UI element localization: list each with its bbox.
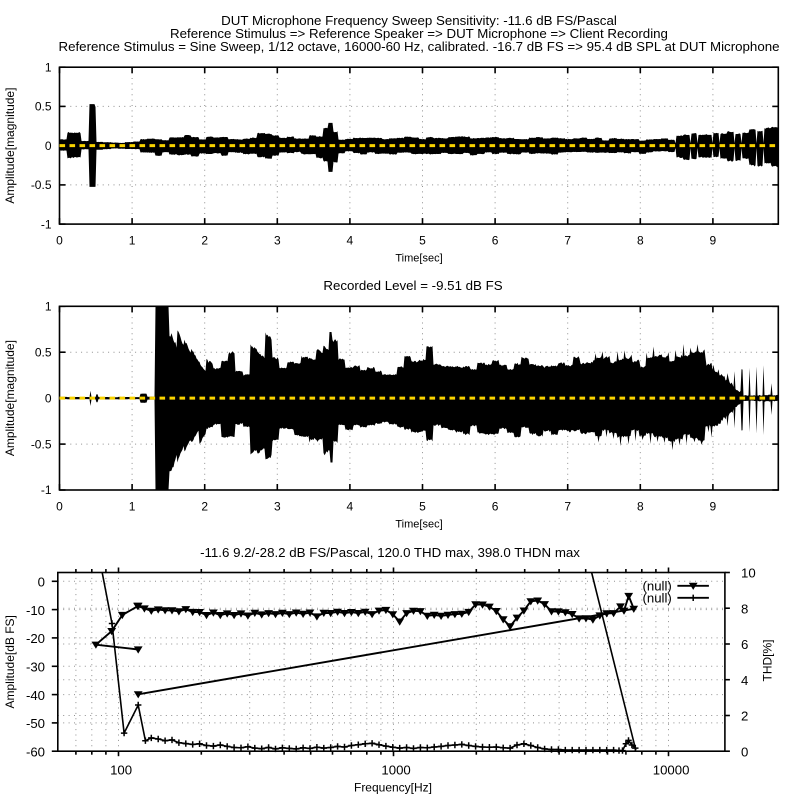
svg-text:Amplitude[magnitude]: Amplitude[magnitude] <box>3 340 17 456</box>
svg-text:5: 5 <box>419 234 426 248</box>
svg-text:DUT Microphone Frequency Sweep: DUT Microphone Frequency Sweep Sensitivi… <box>221 13 617 28</box>
svg-text:1000: 1000 <box>381 762 410 777</box>
svg-text:-40: -40 <box>26 688 45 703</box>
svg-text:Amplitude[magnitude]: Amplitude[magnitude] <box>3 88 17 204</box>
svg-text:-0.5: -0.5 <box>31 437 52 451</box>
svg-text:1: 1 <box>129 500 136 514</box>
svg-text:0.5: 0.5 <box>35 100 52 114</box>
svg-text:4: 4 <box>347 234 354 248</box>
svg-text:-0.5: -0.5 <box>31 178 52 192</box>
svg-text:0: 0 <box>45 391 52 405</box>
svg-text:Reference Stimulus => Referenc: Reference Stimulus => Reference Speaker … <box>170 26 668 41</box>
svg-text:7: 7 <box>564 500 571 514</box>
svg-text:Recorded Level = -9.51 dB FS: Recorded Level = -9.51 dB FS <box>323 278 502 293</box>
svg-text:0: 0 <box>45 139 52 153</box>
svg-text:-60: -60 <box>26 744 45 759</box>
svg-text:3: 3 <box>274 234 281 248</box>
svg-text:1: 1 <box>129 234 136 248</box>
svg-text:6: 6 <box>741 637 748 652</box>
svg-text:4: 4 <box>347 500 354 514</box>
svg-text:9: 9 <box>710 234 717 248</box>
svg-text:Amplitude[dB FS]: Amplitude[dB FS] <box>3 615 17 708</box>
svg-text:10000: 10000 <box>653 762 690 777</box>
svg-text:Time[sec]: Time[sec] <box>395 253 442 265</box>
svg-text:9: 9 <box>710 500 717 514</box>
svg-text:8: 8 <box>637 234 644 248</box>
svg-text:2: 2 <box>201 234 208 248</box>
svg-text:4: 4 <box>741 673 748 688</box>
svg-text:8: 8 <box>741 601 748 616</box>
svg-text:-10: -10 <box>26 603 45 618</box>
svg-text:Frequency[Hz]: Frequency[Hz] <box>354 781 432 795</box>
svg-text:0: 0 <box>56 234 63 248</box>
svg-text:-1: -1 <box>41 483 52 497</box>
svg-text:10: 10 <box>741 566 756 581</box>
svg-text:2: 2 <box>201 500 208 514</box>
svg-text:6: 6 <box>492 500 499 514</box>
svg-text:(null): (null) <box>642 578 671 593</box>
svg-text:0.5: 0.5 <box>35 345 52 359</box>
svg-text:6: 6 <box>492 234 499 248</box>
svg-text:(null): (null) <box>642 590 671 605</box>
svg-text:5: 5 <box>419 500 426 514</box>
svg-text:2: 2 <box>741 709 748 724</box>
svg-text:Time[sec]: Time[sec] <box>395 519 442 531</box>
svg-text:3: 3 <box>274 500 281 514</box>
svg-text:7: 7 <box>564 234 571 248</box>
svg-text:-50: -50 <box>26 716 45 731</box>
svg-text:1: 1 <box>45 300 52 314</box>
svg-text:THD[%]: THD[%] <box>761 640 775 682</box>
svg-text:-11.6 9.2/-28.2 dB FS/Pascal,: -11.6 9.2/-28.2 dB FS/Pascal, 120.0 THD … <box>200 545 580 560</box>
svg-text:8: 8 <box>637 500 644 514</box>
svg-text:Reference Stimulus = Sine Swee: Reference Stimulus = Sine Sweep, 1/12 oc… <box>58 39 779 54</box>
svg-text:0: 0 <box>56 500 63 514</box>
svg-text:-30: -30 <box>26 660 45 675</box>
svg-text:-1: -1 <box>41 217 52 231</box>
svg-text:0: 0 <box>38 575 45 590</box>
svg-text:0: 0 <box>741 744 748 759</box>
svg-text:1: 1 <box>45 60 52 74</box>
svg-text:100: 100 <box>110 762 132 777</box>
svg-text:-20: -20 <box>26 631 45 646</box>
